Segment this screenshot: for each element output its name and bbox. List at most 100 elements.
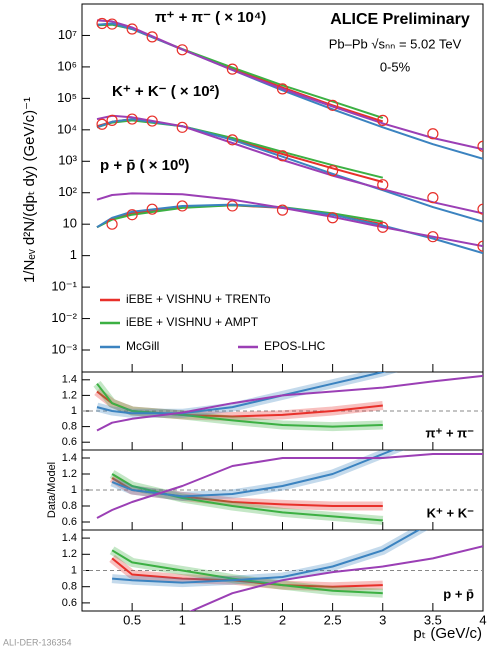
y-tick-label: 1 <box>71 405 77 417</box>
data-point <box>176 200 188 212</box>
subtitle: Pb–Pb √sₙₙ = 5.02 TeV <box>329 36 462 51</box>
y-tick-label: 1.4 <box>62 452 77 464</box>
data-point <box>96 118 108 130</box>
y-tick-label: 10 <box>63 216 77 231</box>
data-point <box>327 212 339 224</box>
centrality: 0-5% <box>380 59 411 74</box>
plot-area <box>96 17 483 255</box>
data-point <box>146 115 158 127</box>
y-tick-label: 1.2 <box>62 389 77 401</box>
y-tick-label: 0.6 <box>62 516 77 528</box>
data-point <box>276 83 289 95</box>
x-tick-label: 2.5 <box>324 612 342 627</box>
panel-label: π⁺ + π⁻ <box>426 425 475 440</box>
model-line <box>96 204 383 229</box>
data-point <box>327 99 339 111</box>
ratio-line <box>96 383 383 428</box>
footer: ALI-DER-136354 <box>3 637 72 647</box>
data-point <box>377 221 389 233</box>
ratio-band <box>109 470 384 525</box>
legend-label: EPOS-LHC <box>264 339 326 353</box>
data-point <box>377 179 389 191</box>
y-tick-label: 1.2 <box>62 548 77 560</box>
y-tick-label: 1 <box>71 564 77 576</box>
y-tick-label: 0.8 <box>62 421 77 433</box>
x-tick-label: 1 <box>179 612 186 627</box>
data-point <box>377 114 389 126</box>
data-point <box>226 134 238 146</box>
y-tick-label: 0.8 <box>62 581 77 593</box>
data-point <box>126 23 138 35</box>
y-tick-label: 1 <box>70 247 77 262</box>
species-label: K⁺ + K⁻ ( × 10²) <box>112 83 220 100</box>
model-line <box>96 192 483 248</box>
y-tick-label: 0.6 <box>62 597 77 609</box>
data-point <box>126 209 138 221</box>
y-tick-label: 10⁴ <box>57 121 77 136</box>
data-point <box>477 203 483 215</box>
x-tick-label: 3.5 <box>424 612 442 627</box>
x-tick-label: 2 <box>279 612 286 627</box>
ratio-line <box>112 530 421 584</box>
data-point <box>477 140 483 152</box>
species-label: p + p̄ ( × 10⁰) <box>100 157 189 174</box>
y-tick-label: 10² <box>58 184 77 199</box>
data-point <box>226 63 238 75</box>
ratio-line <box>96 453 483 519</box>
y-tick-label: 10⁻³ <box>51 341 77 356</box>
panel-frame <box>81 529 484 612</box>
ratio-line <box>111 549 383 595</box>
model-line <box>96 118 483 223</box>
data-point <box>276 204 289 216</box>
legend-label: iEBE + VISHNU + TRENTo <box>126 292 271 306</box>
data-point <box>226 200 238 212</box>
y-tick-label: 0.8 <box>62 500 77 512</box>
ratio-line <box>188 545 483 611</box>
x-tick-label: 4 <box>479 612 486 627</box>
y-tick-label: 10⁵ <box>57 90 77 105</box>
y-axis-title: 1/Nₑᵥ d²N/(dpₜ dy) (GeV/c)⁻¹ <box>21 97 38 283</box>
plot-area <box>82 450 483 525</box>
y-tick-label: 10⁷ <box>58 27 77 42</box>
species-label: π⁺ + π⁻ ( × 10⁴) <box>155 9 266 26</box>
data-point <box>126 113 138 125</box>
data-point <box>427 128 439 140</box>
ratio-axis-title: Data/Model <box>46 462 58 518</box>
plot-area <box>82 372 483 432</box>
data-point <box>146 31 158 43</box>
y-tick-label: 1.4 <box>62 374 77 386</box>
plot-area <box>82 530 483 611</box>
legend-label: McGill <box>126 339 159 353</box>
panel-label: K⁺ + K⁻ <box>427 505 474 520</box>
model-line <box>96 19 483 151</box>
data-point <box>106 218 118 230</box>
y-tick-label: 0.6 <box>62 436 77 448</box>
y-tick-label: 10⁻¹ <box>51 279 77 294</box>
model-line <box>96 114 483 215</box>
data-point <box>106 114 118 126</box>
data-point <box>427 231 439 243</box>
x-tick-label: 1.5 <box>223 612 241 627</box>
x-tick-label: 3 <box>379 612 386 627</box>
x-axis-title: pₜ (GeV/c) <box>413 625 482 642</box>
y-tick-label: 1.2 <box>62 468 77 480</box>
data-point <box>327 165 339 177</box>
y-tick-label: 10⁶ <box>57 58 77 73</box>
data-point <box>276 150 289 162</box>
data-point <box>146 203 158 215</box>
y-tick-label: 10⁻² <box>51 310 77 325</box>
y-tick-label: 1 <box>71 484 77 496</box>
ratio-line <box>96 372 387 415</box>
x-tick-label: 0.5 <box>123 612 141 627</box>
data-point <box>176 121 188 133</box>
data-point <box>477 240 483 252</box>
data-point <box>427 192 439 204</box>
y-tick-label: 1.4 <box>62 532 77 544</box>
ratio-line <box>111 450 396 498</box>
title: ALICE Preliminary <box>330 11 470 28</box>
data-point <box>106 18 118 30</box>
ratio-line <box>111 473 383 522</box>
ratio-line <box>96 374 483 432</box>
panel-label: p + p̄ <box>443 586 474 601</box>
